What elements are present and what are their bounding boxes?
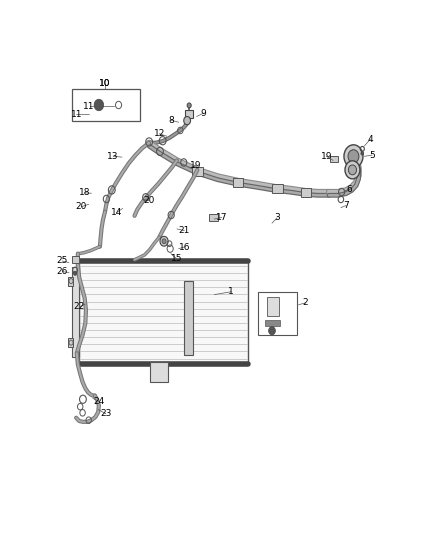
Bar <box>150 362 169 382</box>
Text: 23: 23 <box>100 409 111 418</box>
Text: 20: 20 <box>75 203 87 211</box>
Text: 7: 7 <box>343 201 349 210</box>
Circle shape <box>268 327 276 335</box>
Circle shape <box>162 239 166 244</box>
Bar <box>330 156 338 163</box>
Bar <box>267 297 279 317</box>
Text: 25: 25 <box>57 256 68 265</box>
Text: 8: 8 <box>168 116 174 125</box>
Bar <box>78 261 248 364</box>
Circle shape <box>187 103 191 108</box>
Circle shape <box>344 145 363 168</box>
Text: 2: 2 <box>303 298 308 308</box>
Bar <box>209 214 218 221</box>
Bar <box>72 256 79 263</box>
Text: 19: 19 <box>321 152 332 161</box>
Text: 5: 5 <box>369 150 375 159</box>
Bar <box>258 292 297 335</box>
Bar <box>72 267 79 358</box>
Text: 10: 10 <box>99 79 111 88</box>
Text: 13: 13 <box>107 152 119 161</box>
Bar <box>272 184 283 193</box>
Circle shape <box>74 271 77 276</box>
Text: 6: 6 <box>346 184 352 193</box>
Text: 11: 11 <box>71 110 82 119</box>
Text: 1: 1 <box>228 287 234 296</box>
Bar <box>233 179 244 188</box>
Text: 22: 22 <box>74 302 85 311</box>
Text: 17: 17 <box>216 213 227 222</box>
Bar <box>68 277 74 286</box>
Text: 20: 20 <box>143 196 155 205</box>
Text: 10: 10 <box>99 79 111 88</box>
Circle shape <box>348 150 359 163</box>
Text: 3: 3 <box>274 213 280 222</box>
Text: 19: 19 <box>190 161 201 170</box>
Circle shape <box>345 161 360 179</box>
Text: 14: 14 <box>111 208 122 217</box>
Text: 4: 4 <box>367 134 373 143</box>
Circle shape <box>160 236 168 246</box>
Text: 12: 12 <box>154 129 165 138</box>
Text: 9: 9 <box>201 109 206 118</box>
Bar <box>192 167 203 176</box>
Text: 26: 26 <box>57 267 68 276</box>
Circle shape <box>348 165 357 175</box>
Text: 16: 16 <box>179 243 190 252</box>
Bar <box>300 188 311 197</box>
Text: 24: 24 <box>93 397 105 406</box>
Circle shape <box>184 117 191 125</box>
Bar <box>265 320 280 326</box>
Text: 21: 21 <box>179 226 190 235</box>
Circle shape <box>94 99 104 111</box>
Circle shape <box>361 152 364 155</box>
Bar <box>185 110 193 118</box>
Text: 18: 18 <box>79 188 90 197</box>
Bar <box>184 281 193 356</box>
Text: 11: 11 <box>83 102 95 111</box>
Bar <box>68 338 74 347</box>
Bar <box>72 88 140 122</box>
Text: 15: 15 <box>170 254 182 263</box>
